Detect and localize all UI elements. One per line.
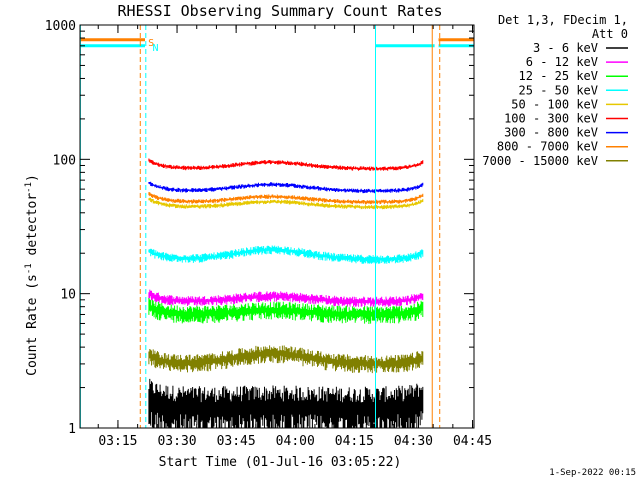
legend-header-line-2: Att 0 — [592, 27, 628, 41]
series-line-6 — [148, 158, 424, 171]
y-tick-label-4: 1000 — [45, 19, 76, 34]
marker-label-1: S — [148, 38, 154, 49]
x-tick-label-7: 04:45 — [453, 434, 492, 449]
timestamp: 1-Sep-2022 00:15 — [549, 468, 636, 478]
y-tick-label-2: 10 — [60, 288, 76, 303]
series-line-7 — [148, 181, 424, 194]
legend-label-8: 800 - 7000 keV — [497, 140, 598, 154]
series-line-2 — [148, 289, 424, 307]
plot-area: SN — [79, 25, 474, 428]
legend-label-4: 25 - 50 keV — [519, 83, 598, 97]
x-tick-label-2: 03:30 — [157, 434, 196, 449]
series-line-1 — [148, 378, 424, 428]
x-tick-label-3: 03:45 — [217, 434, 256, 449]
y-tick-label-3: 100 — [53, 153, 76, 168]
y-axis-label: Count Rate (s-1 detector-1) — [24, 174, 40, 376]
legend-label-9: 7000 - 15000 keV — [482, 154, 598, 168]
marker-label-2: N — [152, 43, 158, 54]
x-tick-label-4: 04:00 — [276, 434, 315, 449]
x-tick-label-1: 03:15 — [98, 434, 137, 449]
legend-label-1: 3 - 6 keV — [533, 41, 598, 55]
legend-label-5: 50 - 100 keV — [511, 97, 598, 111]
series-line-9 — [148, 345, 424, 374]
chart-title: RHESSI Observing Summary Count Rates — [117, 2, 442, 20]
x-axis-label: Start Time (01-Jul-16 03:05:22) — [159, 455, 402, 470]
legend-label-7: 300 - 800 keV — [504, 126, 598, 140]
legend-label-2: 6 - 12 keV — [526, 55, 598, 69]
y-tick-label-1: 1 — [68, 422, 76, 437]
series-line-4 — [148, 245, 424, 264]
series-line-8 — [148, 192, 424, 205]
x-tick-label-6: 04:30 — [394, 434, 433, 449]
series-line-3 — [148, 298, 424, 324]
legend-label-6: 100 - 300 keV — [504, 112, 598, 126]
plot-frame — [79, 24, 475, 429]
x-tick-label-5: 04:15 — [335, 434, 374, 449]
series-line-5 — [148, 197, 424, 210]
legend-label-3: 12 - 25 keV — [519, 69, 598, 83]
legend-header-line-1: Det 1,3, FDecim 1, — [498, 13, 628, 27]
axes: 1 10 100 1000 03:15 03:30 03:45 04:00 04:15 04:30… — [45, 19, 492, 449]
